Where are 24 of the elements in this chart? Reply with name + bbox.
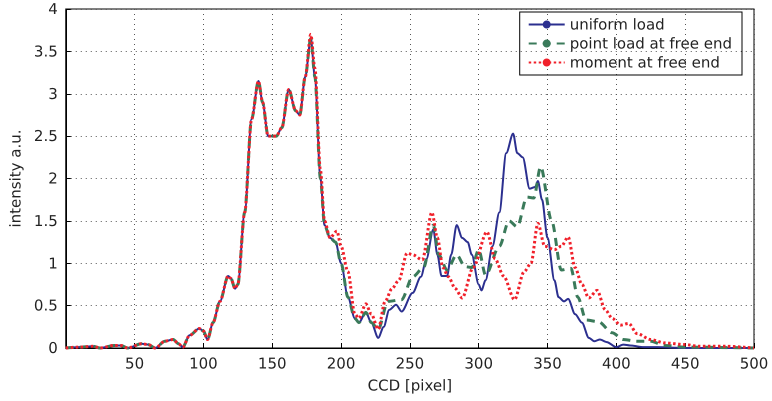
y-tick-label: 0.5 [34,296,58,315]
y-tick-label: 0 [48,339,58,357]
y-tick-label: 3.5 [34,42,58,60]
x-tick-label: 500 [740,354,768,372]
legend-label: moment at free end [570,54,720,72]
x-tick-label: 450 [670,354,700,372]
y-tick-label: 4 [48,0,58,18]
x-tick-label: 150 [258,354,287,372]
x-tick-label: 350 [533,354,562,372]
y-tick-label: 1.5 [34,212,58,230]
x-tick-label: 100 [189,354,218,372]
y-tick-label: 3 [48,84,58,103]
x-tick-label: 250 [396,354,424,372]
legend-label: uniform load [570,16,665,34]
x-tick-label: 300 [464,354,494,372]
y-axis-title: intensity a.u. [6,129,24,228]
y-tick-label: 2.5 [34,127,58,146]
legend-label: point load at free end [570,34,732,52]
y-tick-label: 1 [48,254,58,272]
x-tick-label: 400 [602,354,631,372]
x-tick-label: 200 [326,354,356,372]
y-tick-label: 2 [48,170,58,188]
x-tick-label: 50 [125,354,144,372]
x-axis-title: CCD [pixel] [368,376,452,394]
